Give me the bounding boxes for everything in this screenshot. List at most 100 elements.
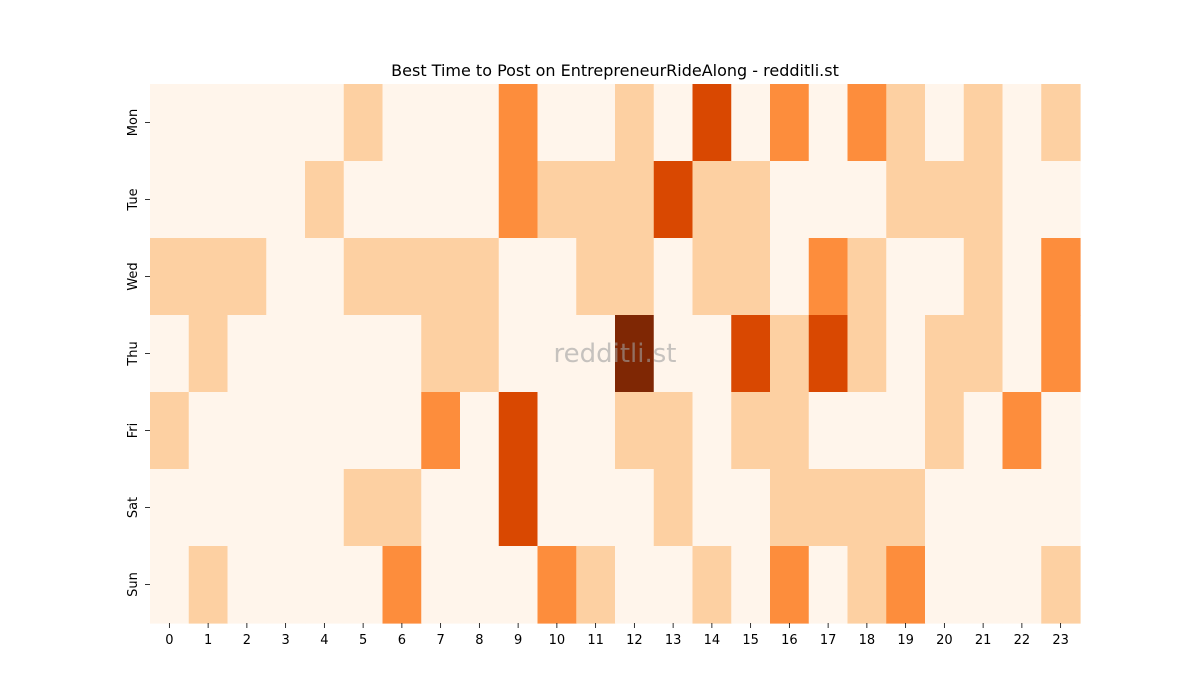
heatmap-cell-wed-17	[808, 238, 849, 316]
heatmap-cell-fri-2	[227, 392, 267, 470]
heatmap-cell-sun-2	[227, 546, 267, 624]
x-tick-label: 8	[475, 633, 483, 648]
heatmap-cell-tue-18	[847, 161, 887, 239]
heatmap-cell-sat-17	[808, 469, 849, 547]
heatmap-cell-thu-1	[188, 315, 229, 393]
heatmap-cell-mon-13	[653, 84, 694, 162]
heatmap-cell-sun-4	[305, 546, 345, 624]
heatmap-cell-thu-14	[692, 315, 732, 393]
x-tick-label: 20	[936, 633, 953, 648]
heatmap-cell-sun-10	[537, 546, 577, 624]
x-tick-label: 6	[398, 633, 406, 648]
x-tick-label: 22	[1014, 633, 1031, 648]
heatmap-cell-wed-7	[421, 238, 461, 316]
heatmap-cell-sun-3	[266, 546, 306, 624]
heatmap-cell-wed-0	[150, 238, 190, 316]
heatmap-cell-sun-9	[498, 546, 539, 624]
heatmap-cell-fri-5	[343, 392, 384, 470]
heatmap-cell-tue-10	[537, 161, 577, 239]
heatmap-cell-sun-8	[460, 546, 500, 624]
heatmap-cell-tue-7	[421, 161, 461, 239]
heatmap-cell-tue-20	[925, 161, 965, 239]
heatmap-cell-fri-13	[653, 392, 694, 470]
heatmap-cell-sat-11	[576, 469, 616, 547]
x-tick-label: 11	[587, 633, 604, 648]
heatmap-cell-fri-7	[421, 392, 461, 470]
x-tick-label: 23	[1052, 633, 1069, 648]
heatmap-cell-wed-4	[305, 238, 345, 316]
heatmap-cell-sat-10	[537, 469, 577, 547]
heatmap-cell-mon-14	[692, 84, 732, 162]
heatmap-cell-sun-11	[576, 546, 616, 624]
heatmap-cell-mon-15	[731, 84, 771, 162]
heatmap-cell-tue-12	[615, 161, 655, 239]
heatmap-cell-thu-5	[343, 315, 384, 393]
heatmap-cell-sat-5	[343, 469, 384, 547]
heatmap-cell-sun-16	[770, 546, 810, 624]
heatmap-cell-sat-2	[227, 469, 267, 547]
heatmap-cell-mon-11	[576, 84, 616, 162]
heatmap-cell-thu-20	[925, 315, 965, 393]
heatmap-cell-tue-2	[227, 161, 267, 239]
heatmap-cell-tue-21	[963, 161, 1004, 239]
heatmap-cells	[150, 84, 1081, 624]
heatmap-cell-sat-4	[305, 469, 345, 547]
heatmap-cell-mon-17	[808, 84, 849, 162]
heatmap-cell-thu-3	[266, 315, 306, 393]
heatmap-cell-thu-21	[963, 315, 1004, 393]
heatmap-cell-thu-11	[576, 315, 616, 393]
heatmap-cell-tue-1	[188, 161, 229, 239]
heatmap-cell-fri-11	[576, 392, 616, 470]
heatmap-cell-mon-12	[615, 84, 655, 162]
heatmap-cell-sun-12	[615, 546, 655, 624]
heatmap-cell-thu-19	[886, 315, 926, 393]
x-tick-label: 7	[436, 633, 444, 648]
heatmap-cell-wed-12	[615, 238, 655, 316]
heatmap-cell-mon-20	[925, 84, 965, 162]
heatmap-cell-fri-0	[150, 392, 190, 470]
heatmap-cell-sat-15	[731, 469, 771, 547]
x-tick-label: 1	[204, 633, 212, 648]
heatmap-cell-sun-23	[1041, 546, 1081, 624]
heatmap-cell-fri-20	[925, 392, 965, 470]
heatmap-cell-fri-12	[615, 392, 655, 470]
heatmap-cell-fri-17	[808, 392, 849, 470]
y-tick-label: Mon	[126, 109, 141, 136]
heatmap-cell-fri-4	[305, 392, 345, 470]
heatmap-cell-sat-23	[1041, 469, 1081, 547]
heatmap-cell-wed-9	[498, 238, 539, 316]
heatmap-cell-thu-18	[847, 315, 887, 393]
x-tick-label: 5	[359, 633, 367, 648]
heatmap-cell-sat-9	[498, 469, 539, 547]
heatmap-cell-sun-19	[886, 546, 926, 624]
x-tick-label: 9	[514, 633, 522, 648]
heatmap-cell-sun-17	[808, 546, 849, 624]
heatmap-cell-tue-17	[808, 161, 849, 239]
heatmap-cell-mon-22	[1002, 84, 1042, 162]
heatmap-cell-sun-1	[188, 546, 229, 624]
heatmap-cell-sat-14	[692, 469, 732, 547]
x-tick-label: 10	[549, 633, 566, 648]
x-tick-label: 21	[975, 633, 992, 648]
heatmap-cell-wed-13	[653, 238, 694, 316]
heatmap-cell-sun-22	[1002, 546, 1042, 624]
heatmap-cell-fri-19	[886, 392, 926, 470]
heatmap-cell-sun-20	[925, 546, 965, 624]
heatmap-cell-thu-9	[498, 315, 539, 393]
heatmap-cell-wed-2	[227, 238, 267, 316]
heatmap-cell-sat-1	[188, 469, 229, 547]
heatmap-cell-mon-4	[305, 84, 345, 162]
y-tick-label: Wed	[126, 262, 141, 290]
heatmap-cell-mon-19	[886, 84, 926, 162]
heatmap-cell-tue-8	[460, 161, 500, 239]
heatmap-cell-sun-18	[847, 546, 887, 624]
heatmap-cell-mon-3	[266, 84, 306, 162]
y-tick-label: Thu	[126, 341, 141, 366]
x-tick-label: 0	[165, 633, 173, 648]
y-tick-label: Tue	[126, 188, 141, 211]
heatmap-cell-wed-8	[460, 238, 500, 316]
heatmap-cell-tue-6	[382, 161, 422, 239]
heatmap-cell-sat-18	[847, 469, 887, 547]
heatmap-cell-sun-7	[421, 546, 461, 624]
heatmap-cell-tue-22	[1002, 161, 1042, 239]
